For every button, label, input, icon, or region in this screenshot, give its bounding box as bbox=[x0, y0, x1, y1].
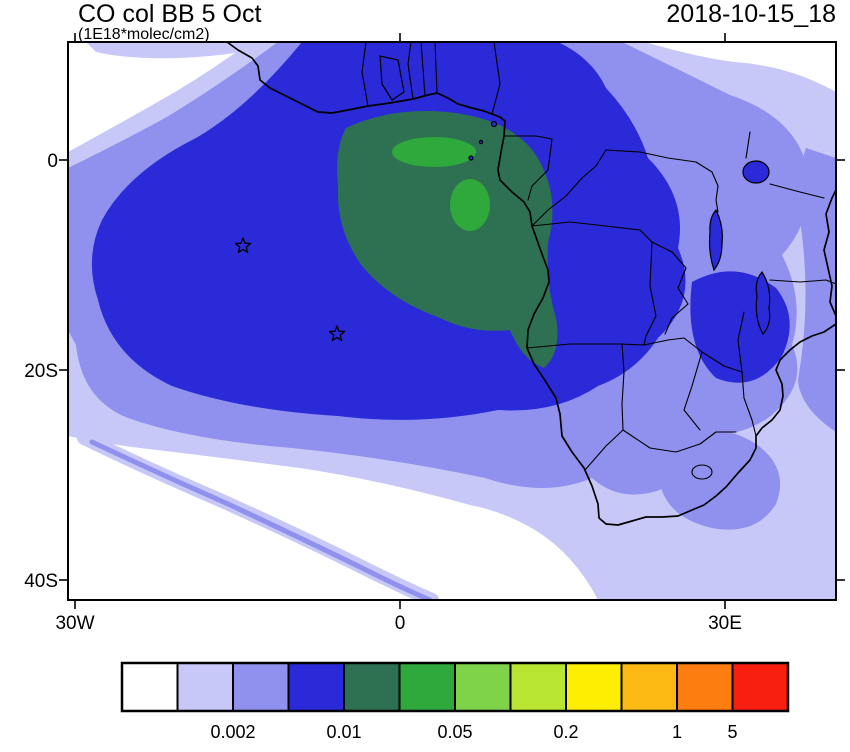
contour-fill-level-5 bbox=[337, 111, 558, 368]
lake-victoria bbox=[742, 160, 770, 184]
colorbar-tick-label: 1 bbox=[672, 722, 682, 742]
country-border-line bbox=[683, 351, 703, 431]
country-border-line bbox=[491, 42, 501, 115]
country-border-line bbox=[605, 149, 697, 163]
x-tick-label: 30E bbox=[708, 613, 742, 634]
y-tick-label: 40S bbox=[24, 571, 58, 592]
colorbar-tick-label: 0.002 bbox=[210, 722, 255, 742]
east-coast-segment bbox=[823, 189, 836, 317]
colorbar-cell bbox=[731, 662, 789, 712]
country-border-line bbox=[769, 183, 825, 199]
colorbar-tick-label: 5 bbox=[727, 722, 737, 742]
country-border-line bbox=[621, 343, 625, 431]
y-axis-labels: 0 20S 40S bbox=[24, 151, 58, 592]
country-border-line bbox=[695, 161, 719, 213]
x-tick-label: 0 bbox=[395, 613, 406, 634]
country-border-line bbox=[531, 149, 607, 227]
map-area bbox=[68, 42, 836, 600]
colorbar-cell bbox=[620, 662, 678, 712]
country-border-line bbox=[769, 279, 836, 285]
colorbar-cell bbox=[343, 662, 401, 712]
country-border-line bbox=[527, 138, 553, 201]
colorbar-tick-label: 0.2 bbox=[553, 722, 578, 742]
colorbar-cell bbox=[454, 662, 512, 712]
colorbar-cell bbox=[287, 662, 345, 712]
country-border-line bbox=[407, 42, 414, 100]
country-border-line bbox=[643, 241, 657, 346]
country-border-line bbox=[434, 42, 438, 94]
lake-tanganyika bbox=[708, 208, 723, 272]
country-border-line bbox=[622, 429, 737, 453]
island-sao-tome bbox=[468, 155, 474, 161]
star-marker bbox=[234, 237, 252, 254]
coastlines bbox=[226, 42, 836, 526]
star-marker bbox=[328, 325, 346, 342]
colorbar-cell bbox=[232, 662, 290, 712]
contour-fill-level-6 bbox=[392, 137, 476, 167]
x-axis-labels: 30W 0 30E bbox=[55, 613, 741, 634]
colorbar-cell bbox=[565, 662, 623, 712]
colorbar-cell bbox=[121, 662, 179, 712]
country-borders bbox=[361, 42, 836, 480]
africa-coastline bbox=[226, 42, 836, 526]
colorbar-cell bbox=[676, 662, 734, 712]
colorbar-tick-label: 0.05 bbox=[437, 722, 472, 742]
station-markers bbox=[234, 237, 346, 342]
colorbar: 0.002 0.01 0.05 0.2 1 5 bbox=[120, 661, 790, 742]
plot-frame bbox=[67, 41, 837, 601]
lesotho-border bbox=[691, 464, 713, 480]
contour-fill-level-6 bbox=[450, 179, 490, 231]
island-principe bbox=[478, 139, 484, 145]
lake-volta bbox=[379, 55, 405, 101]
y-tick-label: 20S bbox=[24, 361, 58, 382]
plot-timestamp: 2018-10-15_18 bbox=[666, 0, 836, 28]
axis-ticks bbox=[59, 33, 845, 609]
lakes bbox=[708, 160, 771, 336]
contour-fill-level-3 bbox=[658, 428, 781, 530]
island-bioko bbox=[490, 120, 498, 128]
contour-fill-level-2 bbox=[86, 42, 262, 59]
colorbar-tick-label: 0.01 bbox=[326, 722, 361, 742]
colorbar-tick-labels: 0.002 0.01 0.05 0.2 1 5 bbox=[210, 722, 737, 742]
country-border-line bbox=[526, 337, 685, 349]
country-border-line bbox=[683, 337, 743, 373]
colorbar-cell bbox=[509, 662, 567, 712]
country-border-line bbox=[503, 135, 553, 140]
contour-filament-inner bbox=[89, 439, 433, 600]
colorbar-cell bbox=[176, 662, 234, 712]
y-tick-label: 0 bbox=[47, 151, 58, 172]
x-tick-label: 30W bbox=[55, 613, 94, 634]
country-border-line bbox=[420, 42, 426, 97]
country-border-line bbox=[584, 429, 624, 471]
lake-malawi bbox=[755, 271, 771, 336]
country-border-line bbox=[651, 241, 689, 335]
plot-title: CO col BB 5 Oct bbox=[78, 0, 261, 28]
colorbar-cells bbox=[121, 662, 789, 712]
colorbar-outline bbox=[120, 661, 790, 713]
plot-units-label: (1E18*molec/cm2) bbox=[78, 26, 210, 43]
country-border-line bbox=[741, 371, 757, 437]
country-border-line bbox=[745, 131, 751, 159]
country-border-line bbox=[531, 221, 653, 243]
country-border-line bbox=[361, 42, 369, 107]
colorbar-cell bbox=[398, 662, 456, 712]
country-border-line bbox=[737, 311, 745, 373]
